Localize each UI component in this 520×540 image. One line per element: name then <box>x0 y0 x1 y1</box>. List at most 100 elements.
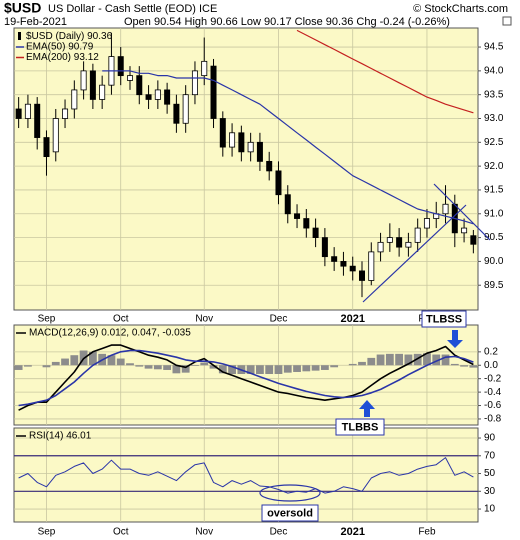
overlay: TLBSS TLBBS oversold <box>259 183 491 522</box>
y-tick-label: 90 <box>484 433 496 444</box>
x-tick-label: 2021 <box>340 313 364 325</box>
histogram-bar <box>218 365 227 374</box>
candle-body <box>256 141 263 162</box>
histogram-bar <box>265 365 274 374</box>
histogram-bar <box>293 365 301 372</box>
histogram-bar <box>172 365 181 374</box>
candle-body <box>201 60 208 77</box>
histogram-bar <box>200 362 209 366</box>
histogram-bar <box>460 365 468 367</box>
candle-body <box>219 118 226 148</box>
legend-entry: RSI(14) 46.01 <box>29 431 92 442</box>
candle-body <box>284 194 291 215</box>
candle-body <box>386 237 393 243</box>
histogram-bar <box>274 365 283 374</box>
x-tick-label: 2021 <box>340 526 364 538</box>
y-tick-label: 30 <box>484 486 496 497</box>
histogram-bar <box>320 365 329 370</box>
histogram-bar <box>144 365 153 369</box>
histogram-bar <box>283 365 292 373</box>
candle-body <box>303 218 310 229</box>
quote: Open 90.54 High 90.66 Low 90.17 Close 90… <box>124 16 450 28</box>
annotation-box <box>261 504 319 522</box>
macd-line <box>18 344 474 411</box>
y-tick-label: 92.5 <box>484 137 504 148</box>
candle-body <box>405 241 412 248</box>
y-tick-label: -0.6 <box>484 400 502 411</box>
highlight-ellipse <box>259 484 321 502</box>
candle-body <box>331 256 338 262</box>
panels <box>13 27 479 523</box>
symbol: $USD <box>4 0 41 16</box>
legend-swatch <box>18 32 21 40</box>
histogram-bar <box>256 365 264 374</box>
candle-body <box>99 84 106 100</box>
histogram-bar <box>376 354 385 366</box>
candle-body <box>191 70 198 96</box>
plot-area <box>13 427 479 523</box>
histogram-bar <box>163 365 172 370</box>
annotation: oversold <box>267 507 313 519</box>
source: © StockCharts.com <box>413 3 508 15</box>
y-tick-label: 91.5 <box>484 185 504 196</box>
candle-body <box>312 227 319 238</box>
histogram-bar <box>246 365 255 374</box>
candle-body <box>52 118 59 153</box>
x-tick-label: Feb <box>418 527 436 538</box>
histogram-bar <box>330 365 339 368</box>
legend-entry: EMA(200) 93.12 <box>26 52 99 63</box>
histogram-bar <box>88 351 97 366</box>
candle-body <box>15 108 22 119</box>
y-tick-label: 94.5 <box>484 42 504 53</box>
candle-body <box>173 103 180 124</box>
arrow <box>359 400 375 417</box>
histogram-bar <box>51 361 60 366</box>
histogram-bar <box>423 353 431 366</box>
x-tick-label: Oct <box>113 314 129 325</box>
candle-body <box>238 132 245 153</box>
candle-body <box>89 70 96 100</box>
candle-body <box>164 89 171 105</box>
plot-area <box>13 324 479 426</box>
histogram-bar <box>61 358 69 366</box>
y-tick-label: 93.0 <box>484 113 504 124</box>
candle-body <box>247 141 254 153</box>
candle-body <box>340 261 347 267</box>
y-tick-label: 90.0 <box>484 256 504 267</box>
histogram-bar <box>191 365 199 366</box>
histogram-bar <box>367 357 376 366</box>
candle-body <box>43 137 50 158</box>
candle-body <box>423 218 430 229</box>
x-tick-label: Nov <box>195 314 213 325</box>
histogram-bar <box>311 365 320 371</box>
histogram-bar <box>42 365 51 368</box>
histogram-bar <box>358 361 366 366</box>
histogram-bar <box>70 355 79 366</box>
candle-body <box>71 89 78 110</box>
candle-body <box>368 251 375 281</box>
histogram-bar <box>348 363 357 366</box>
candle-body <box>24 103 31 119</box>
histogram-bar <box>116 358 125 366</box>
candle-body <box>461 227 468 234</box>
y-tick-label: -0.4 <box>484 387 502 398</box>
candle-body <box>442 203 449 215</box>
annotation-box <box>335 418 385 436</box>
candle-body <box>414 227 421 243</box>
histogram-bar <box>404 354 413 366</box>
candle-body <box>182 94 189 124</box>
candle-body <box>358 270 365 281</box>
histogram-bar <box>302 365 311 372</box>
candle-body <box>349 265 356 272</box>
candle-body <box>117 56 124 77</box>
histogram-bar <box>413 353 422 366</box>
y-tick-label: 90.5 <box>484 232 504 243</box>
legend-entry: $USD (Daily) 90.36 <box>26 31 113 42</box>
annotation: TLBBS <box>342 421 379 433</box>
histogram-bar <box>441 354 450 366</box>
y-tick-label: 94.0 <box>484 66 504 77</box>
candle-body <box>396 237 403 248</box>
y-tick-label: -0.8 <box>484 414 502 425</box>
y-tick-label: -0.2 <box>484 373 502 384</box>
